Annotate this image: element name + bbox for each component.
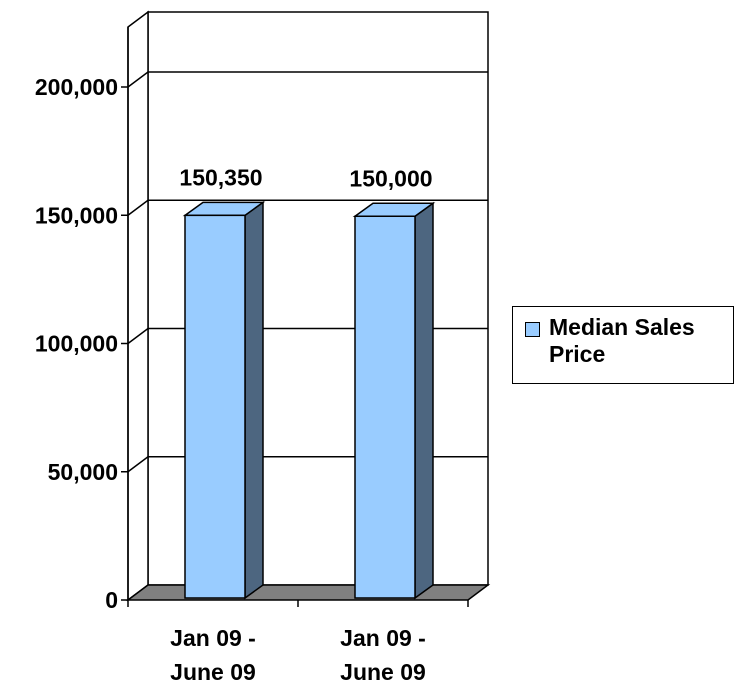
bar-0: [182, 200, 266, 600]
y-tick-label-1: 50,000: [48, 459, 118, 485]
y-tick-label-2: 100,000: [35, 331, 118, 357]
bar-front-1: [354, 215, 416, 599]
data-label-0: 150,350: [179, 164, 262, 190]
y-tick-label-0: 0: [105, 587, 118, 613]
y-tick-label-3: 150,000: [35, 202, 118, 228]
data-label-1: 150,000: [349, 165, 432, 191]
x-tick-label-1: Jan 09 -June 09: [340, 625, 426, 685]
gridline-4: [127, 71, 488, 88]
gridline-3: [127, 199, 488, 216]
y-axis: 0 50,000 100,000 150,000 200,000: [35, 27, 469, 613]
legend-swatch-median-sales-price: [525, 322, 540, 337]
bar-side-1: [414, 201, 434, 600]
y-tick-label-4: 200,000: [35, 74, 118, 100]
gridlines: [127, 71, 488, 473]
labels: 150,350 Jan 09 -June 09 150,000 Jan 09 -Jun…: [170, 164, 432, 685]
x-tick-label-0: Jan 09 -June 09: [170, 625, 256, 685]
bar-side-0: [244, 200, 264, 600]
floor: [125, 584, 491, 601]
legend-label-median-sales-price: Median Sales Price: [549, 314, 695, 367]
bars: [182, 200, 436, 600]
side-wall: [127, 10, 149, 602]
bar-front-0: [184, 214, 246, 599]
chart-walls: [125, 10, 491, 602]
legend: Median Sales Price: [512, 306, 734, 384]
bar-1: [352, 201, 436, 600]
